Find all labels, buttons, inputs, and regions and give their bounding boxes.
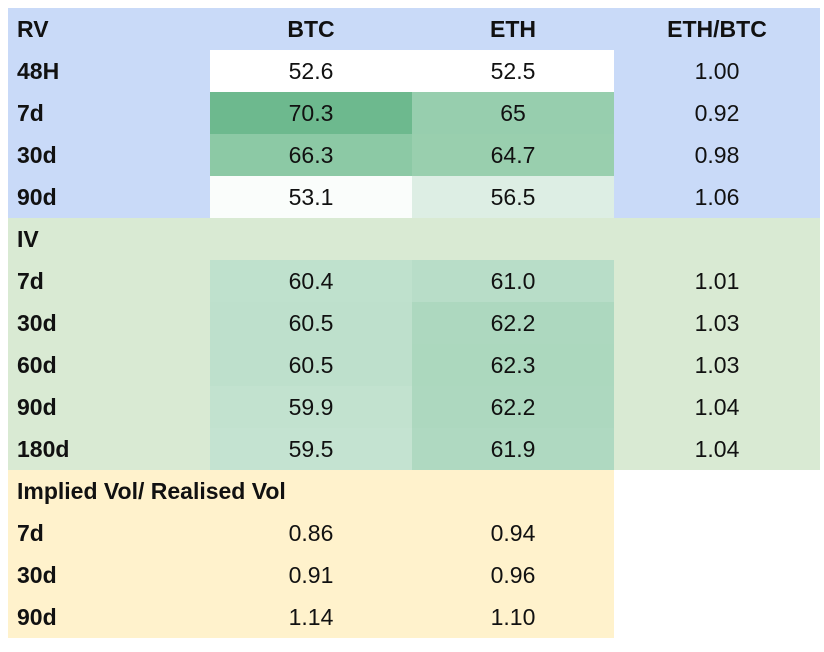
eth-value-cell[interactable]: 56.5: [412, 176, 614, 218]
iv-row: 180d 59.5 61.9 1.04: [8, 428, 820, 470]
empty-cell[interactable]: [614, 218, 820, 260]
row-label[interactable]: 7d: [8, 260, 210, 302]
iv-row: 90d 59.9 62.2 1.04: [8, 386, 820, 428]
row-label[interactable]: 90d: [8, 596, 210, 638]
ratio-value-cell[interactable]: 1.06: [614, 176, 820, 218]
rv-header-row: RV BTC ETH ETH/BTC: [8, 8, 820, 50]
row-label[interactable]: 30d: [8, 302, 210, 344]
eth-value-cell[interactable]: 0.94: [412, 512, 614, 554]
btc-value-cell[interactable]: 52.6: [210, 50, 412, 92]
rv-row: 30d 66.3 64.7 0.98: [8, 134, 820, 176]
row-label[interactable]: 60d: [8, 344, 210, 386]
row-label[interactable]: 7d: [8, 512, 210, 554]
btc-value-cell[interactable]: 70.3: [210, 92, 412, 134]
empty-cell: [614, 554, 820, 596]
ratio-value-cell[interactable]: 1.04: [614, 386, 820, 428]
empty-cell: [614, 470, 820, 512]
btc-value-cell[interactable]: 66.3: [210, 134, 412, 176]
iv-row: 7d 60.4 61.0 1.01: [8, 260, 820, 302]
btc-value-cell[interactable]: 60.5: [210, 344, 412, 386]
eth-value-cell[interactable]: 61.9: [412, 428, 614, 470]
rv-row: 48H 52.6 52.5 1.00: [8, 50, 820, 92]
row-label[interactable]: 30d: [8, 134, 210, 176]
row-label[interactable]: 30d: [8, 554, 210, 596]
row-label[interactable]: 7d: [8, 92, 210, 134]
iv-section-label[interactable]: IV: [8, 218, 210, 260]
empty-cell: [614, 512, 820, 554]
iv-row: 30d 60.5 62.2 1.03: [8, 302, 820, 344]
iv-row: 60d 60.5 62.3 1.03: [8, 344, 820, 386]
ivrv-header-row: Implied Vol/ Realised Vol: [8, 470, 820, 512]
eth-value-cell[interactable]: 62.2: [412, 386, 614, 428]
ratio-value-cell[interactable]: 1.00: [614, 50, 820, 92]
eth-value-cell[interactable]: 62.2: [412, 302, 614, 344]
ratio-value-cell[interactable]: 1.01: [614, 260, 820, 302]
btc-value-cell[interactable]: 53.1: [210, 176, 412, 218]
ratio-column-header[interactable]: ETH/BTC: [614, 8, 820, 50]
row-label[interactable]: 180d: [8, 428, 210, 470]
empty-cell[interactable]: [210, 218, 412, 260]
eth-value-cell[interactable]: 52.5: [412, 50, 614, 92]
empty-cell[interactable]: [412, 218, 614, 260]
eth-value-cell[interactable]: 64.7: [412, 134, 614, 176]
rv-section-label[interactable]: RV: [8, 8, 210, 50]
eth-column-header[interactable]: ETH: [412, 8, 614, 50]
btc-value-cell[interactable]: 60.5: [210, 302, 412, 344]
ratio-value-cell[interactable]: 0.92: [614, 92, 820, 134]
eth-value-cell[interactable]: 1.10: [412, 596, 614, 638]
btc-column-header[interactable]: BTC: [210, 8, 412, 50]
row-label[interactable]: 90d: [8, 176, 210, 218]
btc-value-cell[interactable]: 60.4: [210, 260, 412, 302]
ratio-value-cell[interactable]: 1.03: [614, 344, 820, 386]
ivrv-row: 30d 0.91 0.96: [8, 554, 820, 596]
ratio-value-cell[interactable]: 1.04: [614, 428, 820, 470]
btc-value-cell[interactable]: 59.9: [210, 386, 412, 428]
eth-value-cell[interactable]: 61.0: [412, 260, 614, 302]
empty-cell: [614, 596, 820, 638]
row-label[interactable]: 90d: [8, 386, 210, 428]
btc-value-cell[interactable]: 0.86: [210, 512, 412, 554]
ivrv-section-label[interactable]: Implied Vol/ Realised Vol: [8, 470, 614, 512]
ratio-value-cell[interactable]: 0.98: [614, 134, 820, 176]
btc-value-cell[interactable]: 1.14: [210, 596, 412, 638]
eth-value-cell[interactable]: 62.3: [412, 344, 614, 386]
btc-value-cell[interactable]: 59.5: [210, 428, 412, 470]
rv-row: 90d 53.1 56.5 1.06: [8, 176, 820, 218]
ivrv-row: 7d 0.86 0.94: [8, 512, 820, 554]
eth-value-cell[interactable]: 0.96: [412, 554, 614, 596]
rv-row: 7d 70.3 65 0.92: [8, 92, 820, 134]
volatility-table: RV BTC ETH ETH/BTC 48H 52.6 52.5 1.00 7d…: [8, 8, 820, 638]
btc-value-cell[interactable]: 0.91: [210, 554, 412, 596]
iv-header-row: IV: [8, 218, 820, 260]
row-label[interactable]: 48H: [8, 50, 210, 92]
ratio-value-cell[interactable]: 1.03: [614, 302, 820, 344]
eth-value-cell[interactable]: 65: [412, 92, 614, 134]
ivrv-row: 90d 1.14 1.10: [8, 596, 820, 638]
